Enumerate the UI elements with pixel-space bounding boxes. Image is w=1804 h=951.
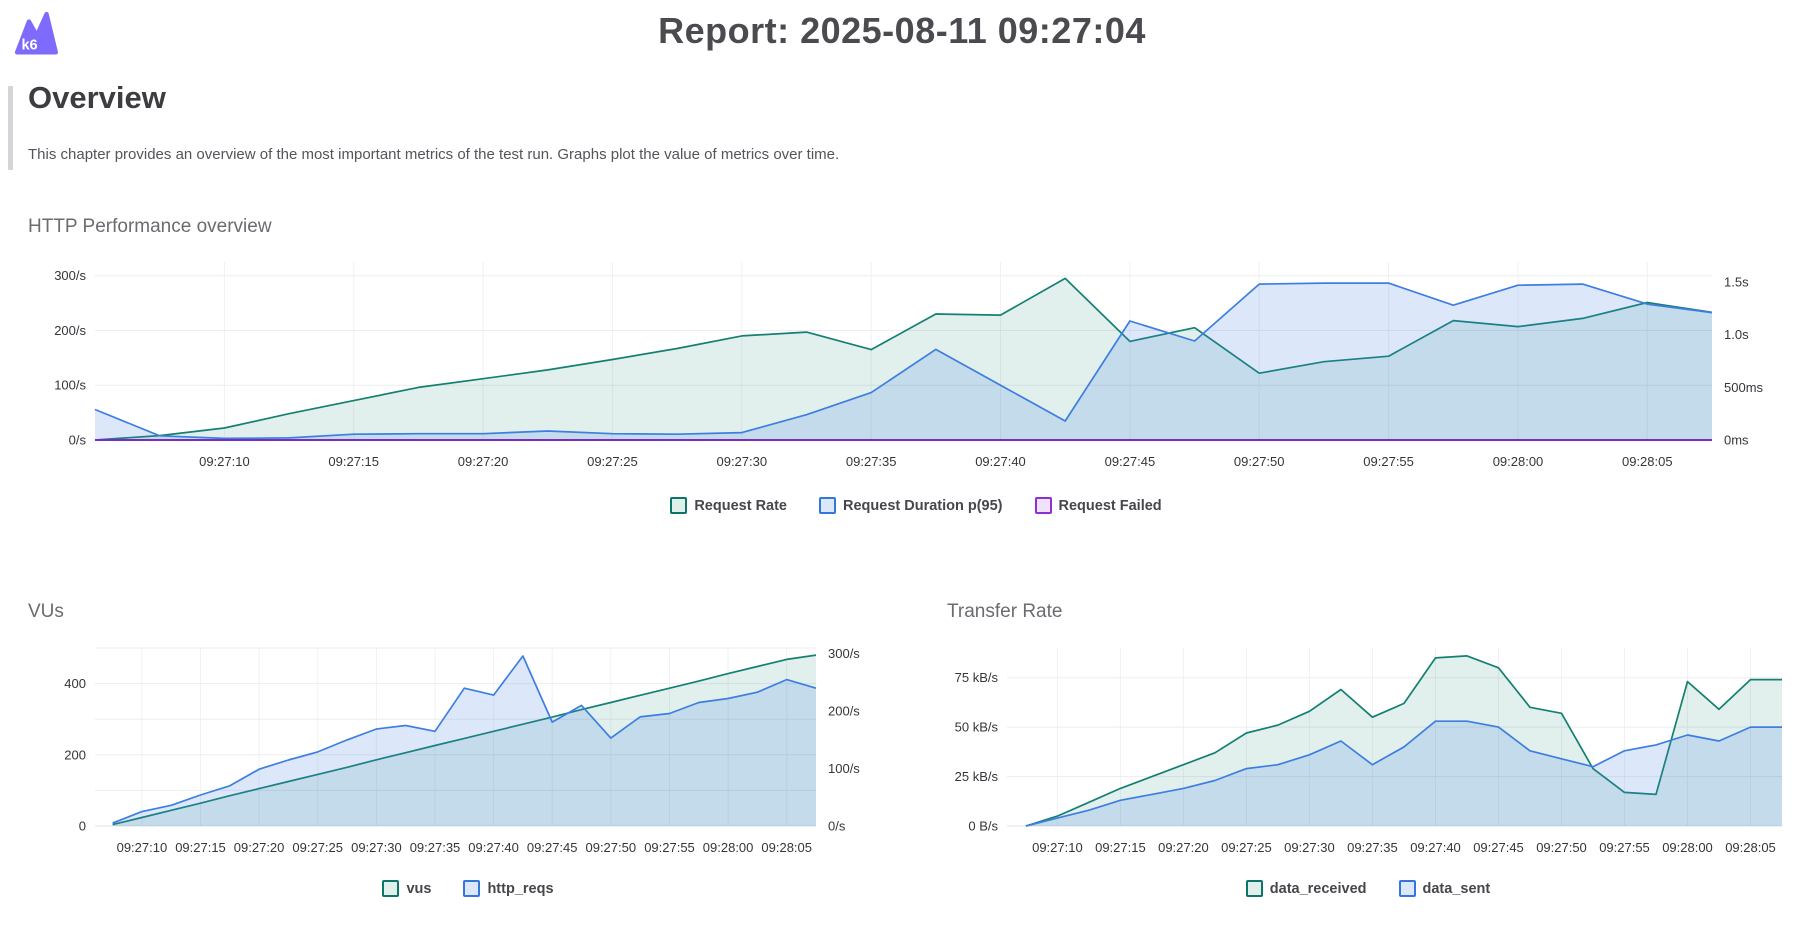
legend-label: data_sent: [1422, 880, 1491, 897]
chart-canvas: 09:27:10 09:27:15 09:27:20 09:27:25 09:27:30…: [54, 262, 1764, 469]
svg-text:09:27:25: 09:27:25: [292, 840, 343, 855]
svg-text:09:27:35: 09:27:35: [846, 454, 897, 469]
legend-label: vus: [406, 880, 432, 897]
legend-swatch: [819, 497, 836, 514]
legend-item-data-received[interactable]: data_received: [1245, 880, 1367, 897]
svg-text:0 B/s: 0 B/s: [968, 819, 998, 834]
legend-label: Request Failed: [1058, 497, 1162, 514]
svg-text:09:27:10: 09:27:10: [117, 840, 168, 855]
legend-label: Request Rate: [694, 497, 787, 514]
svg-text:09:27:15: 09:27:15: [328, 454, 379, 469]
legend-swatch: [670, 497, 688, 514]
svg-text:09:28:05: 09:28:05: [1725, 840, 1776, 855]
svg-text:200/s: 200/s: [828, 704, 860, 719]
svg-text:1.0s: 1.0s: [1724, 327, 1749, 342]
legend-item-vus[interactable]: vus: [382, 880, 431, 897]
legend-swatch: [382, 880, 400, 897]
svg-text:09:27:10: 09:27:10: [1032, 840, 1083, 855]
http-performance-chart-title: HTTP Performance overview: [28, 216, 272, 237]
k6-logo-text: k6: [21, 37, 37, 53]
svg-text:09:27:30: 09:27:30: [351, 840, 402, 855]
svg-text:09:27:50: 09:27:50: [1234, 454, 1285, 469]
svg-text:09:27:40: 09:27:40: [975, 454, 1026, 469]
legend-swatch: [1245, 880, 1263, 897]
svg-text:09:27:30: 09:27:30: [1284, 840, 1335, 855]
svg-text:09:27:55: 09:27:55: [644, 840, 695, 855]
svg-text:0/s: 0/s: [828, 819, 846, 834]
svg-text:300/s: 300/s: [54, 268, 86, 283]
svg-text:09:27:55: 09:27:55: [1363, 454, 1414, 469]
svg-text:75 kB/s: 75 kB/s: [955, 670, 999, 685]
svg-text:300/s: 300/s: [828, 646, 860, 661]
svg-text:09:27:50: 09:27:50: [585, 840, 636, 855]
svg-text:09:27:25: 09:27:25: [587, 454, 638, 469]
svg-text:09:27:15: 09:27:15: [175, 840, 226, 855]
svg-text:1.5s: 1.5s: [1724, 275, 1749, 290]
svg-text:09:27:15: 09:27:15: [1095, 840, 1146, 855]
svg-text:09:27:25: 09:27:25: [1221, 840, 1272, 855]
page-title: Report: 2025-08-11 09:27:04: [658, 10, 1146, 51]
svg-text:09:28:05: 09:28:05: [761, 840, 812, 855]
overview-heading: Overview: [28, 80, 166, 115]
k6-logo: k6: [14, 8, 58, 58]
svg-text:200/s: 200/s: [54, 323, 86, 338]
transfer-rate-chart: 09:27:10 09:27:15 09:27:20 09:27:25 09:27:30…: [940, 636, 1796, 871]
vus-legend: vus http_reqs: [28, 880, 908, 897]
http-performance-chart: 09:27:10 09:27:15 09:27:20 09:27:25 09:27:30…: [28, 250, 1804, 485]
legend-item-request-failed[interactable]: Request Failed: [1034, 497, 1162, 514]
http-performance-legend: Request Rate Request Duration p(95) Reques…: [28, 497, 1804, 514]
svg-text:09:27:20: 09:27:20: [234, 840, 285, 855]
svg-text:400: 400: [64, 676, 86, 691]
svg-text:09:27:10: 09:27:10: [199, 454, 250, 469]
svg-text:25 kB/s: 25 kB/s: [955, 769, 999, 784]
svg-text:09:27:55: 09:27:55: [1599, 840, 1650, 855]
legend-item-data-sent[interactable]: data_sent: [1398, 880, 1491, 897]
svg-text:0ms: 0ms: [1724, 433, 1749, 448]
chart-canvas: 09:27:10 09:27:15 09:27:20 09:27:25 09:27:30…: [64, 646, 860, 855]
vus-chart: 09:27:10 09:27:15 09:27:20 09:27:25 09:27:30…: [28, 636, 908, 871]
legend-swatch: [1398, 880, 1416, 897]
transfer-rate-chart-title: Transfer Rate: [947, 601, 1063, 622]
svg-text:09:27:50: 09:27:50: [1536, 840, 1587, 855]
chart-canvas: 09:27:10 09:27:15 09:27:20 09:27:25 09:27:30…: [955, 648, 1782, 855]
k6-logo-mountain-icon: k6: [14, 11, 58, 55]
svg-text:09:27:35: 09:27:35: [410, 840, 461, 855]
vus-chart-title: VUs: [28, 601, 64, 622]
legend-label: Request Duration p(95): [843, 497, 1003, 514]
svg-text:09:27:35: 09:27:35: [1347, 840, 1398, 855]
legend-item-http-reqs[interactable]: http_reqs: [463, 880, 554, 897]
svg-text:0: 0: [79, 819, 86, 834]
svg-text:09:27:30: 09:27:30: [716, 454, 767, 469]
svg-text:100/s: 100/s: [54, 378, 86, 393]
svg-text:500ms: 500ms: [1724, 380, 1764, 395]
transfer-rate-legend: data_received data_sent: [940, 880, 1796, 897]
svg-text:09:27:45: 09:27:45: [527, 840, 578, 855]
svg-text:09:27:40: 09:27:40: [1410, 840, 1461, 855]
svg-text:09:27:20: 09:27:20: [1158, 840, 1209, 855]
legend-item-request-duration-p-95-[interactable]: Request Duration p(95): [819, 497, 1003, 514]
svg-text:09:27:20: 09:27:20: [458, 454, 509, 469]
svg-text:50 kB/s: 50 kB/s: [955, 720, 999, 735]
legend-item-request-rate[interactable]: Request Rate: [670, 497, 787, 514]
svg-text:09:27:40: 09:27:40: [468, 840, 519, 855]
svg-text:09:27:45: 09:27:45: [1473, 840, 1524, 855]
svg-text:200: 200: [64, 747, 86, 762]
svg-text:09:28:00: 09:28:00: [703, 840, 754, 855]
svg-text:100/s: 100/s: [828, 761, 860, 776]
legend-swatch: [1034, 497, 1052, 514]
svg-text:0/s: 0/s: [69, 433, 87, 448]
overview-description: This chapter provides an overview of the…: [28, 146, 840, 163]
section-accent-bar: [8, 86, 13, 170]
legend-swatch: [463, 880, 481, 897]
svg-text:09:27:45: 09:27:45: [1105, 454, 1156, 469]
svg-text:09:28:05: 09:28:05: [1622, 454, 1673, 469]
legend-label: data_received: [1269, 880, 1367, 897]
svg-text:09:28:00: 09:28:00: [1662, 840, 1713, 855]
svg-text:09:28:00: 09:28:00: [1493, 454, 1544, 469]
legend-label: http_reqs: [487, 880, 554, 897]
